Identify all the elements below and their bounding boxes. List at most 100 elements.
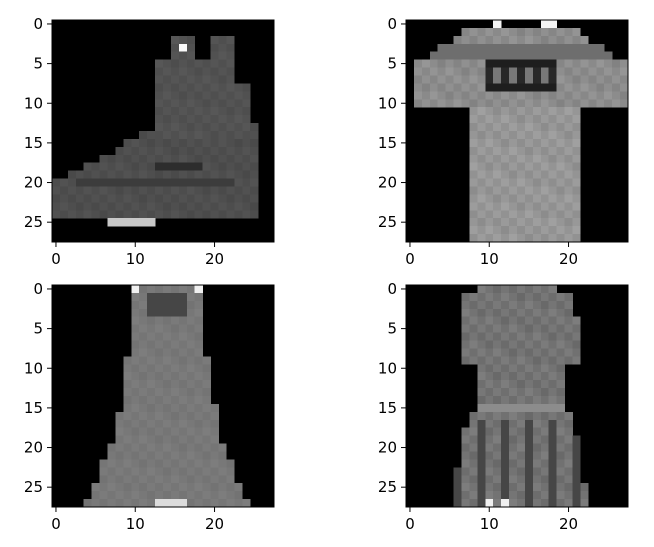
pixel [115,435,124,444]
pixel [564,154,573,164]
pixel [445,59,454,68]
pixel [250,194,259,203]
pixel [147,162,156,171]
pixel [532,340,542,349]
pixel [461,427,470,436]
pixel [469,234,478,243]
pixel [202,162,211,171]
pixel [517,324,526,333]
pixel [493,427,502,436]
pixel [524,443,534,452]
pixel [509,186,518,195]
pixel [540,51,550,60]
pixel [509,364,518,373]
pixel [178,99,188,108]
pixel [556,435,565,444]
pixel [194,324,203,333]
pixel [453,67,462,76]
pixel [131,499,140,508]
pixel [469,138,478,148]
pixel [226,467,235,476]
y-tick-label: 10 [378,359,397,377]
pixel [178,123,188,132]
pixel [123,388,132,397]
pixel [202,419,211,429]
pixel [556,308,565,318]
pixel [509,316,518,325]
pixel [170,59,180,68]
pixel [556,348,565,357]
pixel [163,475,172,484]
pixel [564,146,573,156]
pixel [83,170,92,179]
pixel [115,475,124,484]
pixel [556,43,565,53]
pixel [115,443,124,452]
pixel [186,411,196,421]
pixel [194,356,203,365]
pixel [139,194,148,203]
pixel [226,499,235,508]
pixel [556,51,565,60]
pixel [218,202,227,211]
pixel [170,411,180,421]
pixel [178,491,188,500]
pixel [99,483,108,492]
pixel [210,51,219,60]
y-tick-label: 15 [24,134,43,152]
pixel [485,316,494,325]
pixel [485,348,494,357]
pixel [429,91,439,100]
pixel [461,332,470,341]
pixel [517,146,526,156]
pixel [524,202,534,211]
pixel [501,146,510,156]
x-tick-label: 10 [480,515,499,533]
pixel [170,186,180,195]
pixel [485,123,494,132]
pixel [210,35,219,45]
pixel [178,419,188,429]
pixel [493,411,502,421]
pixel [107,459,116,468]
pixel [485,210,494,219]
pixel [588,67,597,76]
pixel [485,411,494,421]
pixel [202,364,211,373]
pixel [194,364,203,373]
pixel [155,499,164,508]
pixel [572,210,581,219]
axes-frame [51,19,275,243]
pixel [564,234,573,243]
pixel [469,475,478,484]
pixel [107,186,116,195]
pixel [532,316,542,325]
pixel [421,91,431,100]
pixel [170,210,180,219]
pixel [242,499,251,508]
pixel [485,435,494,444]
pixel [429,59,439,68]
pixel [620,91,629,100]
pixel [540,340,550,349]
pixel [226,491,235,500]
pixel [493,210,502,219]
pixel [532,162,542,171]
pixel [572,178,581,187]
pixel [123,451,132,460]
pixel [163,292,172,302]
pixel [107,170,116,179]
pixel [155,427,164,436]
pixel [469,146,478,156]
pixel [155,210,164,219]
pixel [493,324,502,333]
pixel [147,491,156,500]
pixel [131,459,140,468]
pixel [485,83,494,92]
pixel [163,123,172,132]
pixel [540,154,550,164]
pixel [445,99,454,108]
pixel [194,443,203,452]
pixel [509,83,518,92]
pixel [524,194,534,203]
